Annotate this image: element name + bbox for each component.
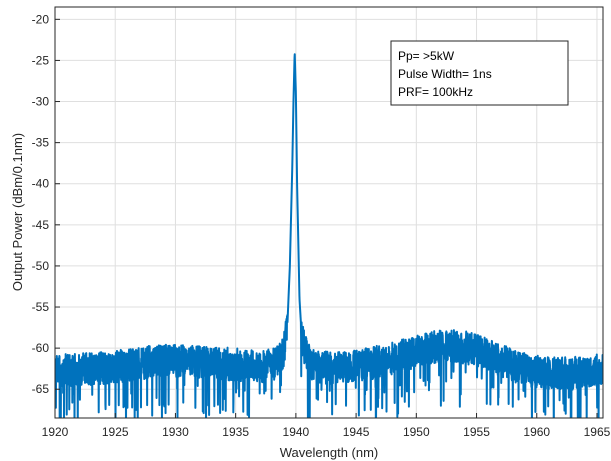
- annotation-box: Pp= >5kW Pulse Width= 1ns PRF= 100kHz: [390, 40, 569, 106]
- annotation-frame: [390, 40, 569, 106]
- x-tick-label: 1935: [222, 425, 249, 439]
- annotation-line-pulse-width: Pulse Width= 1ns: [398, 67, 492, 81]
- y-tick-label: -30: [32, 95, 50, 109]
- x-tick-label: 1945: [343, 425, 370, 439]
- annotation-line-prf: PRF= 100kHz: [398, 85, 473, 99]
- y-tick-label: -50: [32, 259, 50, 273]
- annotation-line-peak-power: Pp= >5kW: [398, 49, 455, 63]
- y-tick-label: -20: [32, 12, 50, 26]
- spectrum-trace-0: [55, 53, 603, 418]
- y-tick-label: -45: [32, 218, 50, 232]
- x-tick-label: 1960: [523, 425, 550, 439]
- y-tick-label: -40: [32, 177, 50, 191]
- x-tick-label: 1920: [42, 425, 69, 439]
- x-tick-label: 1965: [584, 425, 611, 439]
- y-tick-label: -35: [32, 136, 50, 150]
- x-tick-label: 1925: [102, 425, 129, 439]
- y-axis-label: Output Power (dBm/0.1nm): [10, 133, 25, 291]
- plot-frame: [54, 6, 604, 419]
- trace-layer: [55, 53, 603, 418]
- x-tick-label: 1930: [162, 425, 189, 439]
- x-axis-ticks: 1920 1925 1930 1935 1940 1945 1950 1955 1960 1965: [42, 413, 611, 439]
- x-axis-label: Wavelength (nm): [280, 445, 379, 460]
- x-tick-label: 1940: [283, 425, 310, 439]
- y-tick-label: -55: [32, 300, 50, 314]
- y-tick-label: -65: [32, 382, 50, 396]
- x-tick-label: 1950: [403, 425, 430, 439]
- y-tick-label: -25: [32, 53, 50, 67]
- y-tick-label: -60: [32, 341, 50, 355]
- y-axis-ticks: -65 -60 -55 -50 -45 -40 -35 -30 -25 -20: [32, 12, 60, 396]
- x-tick-label: 1955: [463, 425, 490, 439]
